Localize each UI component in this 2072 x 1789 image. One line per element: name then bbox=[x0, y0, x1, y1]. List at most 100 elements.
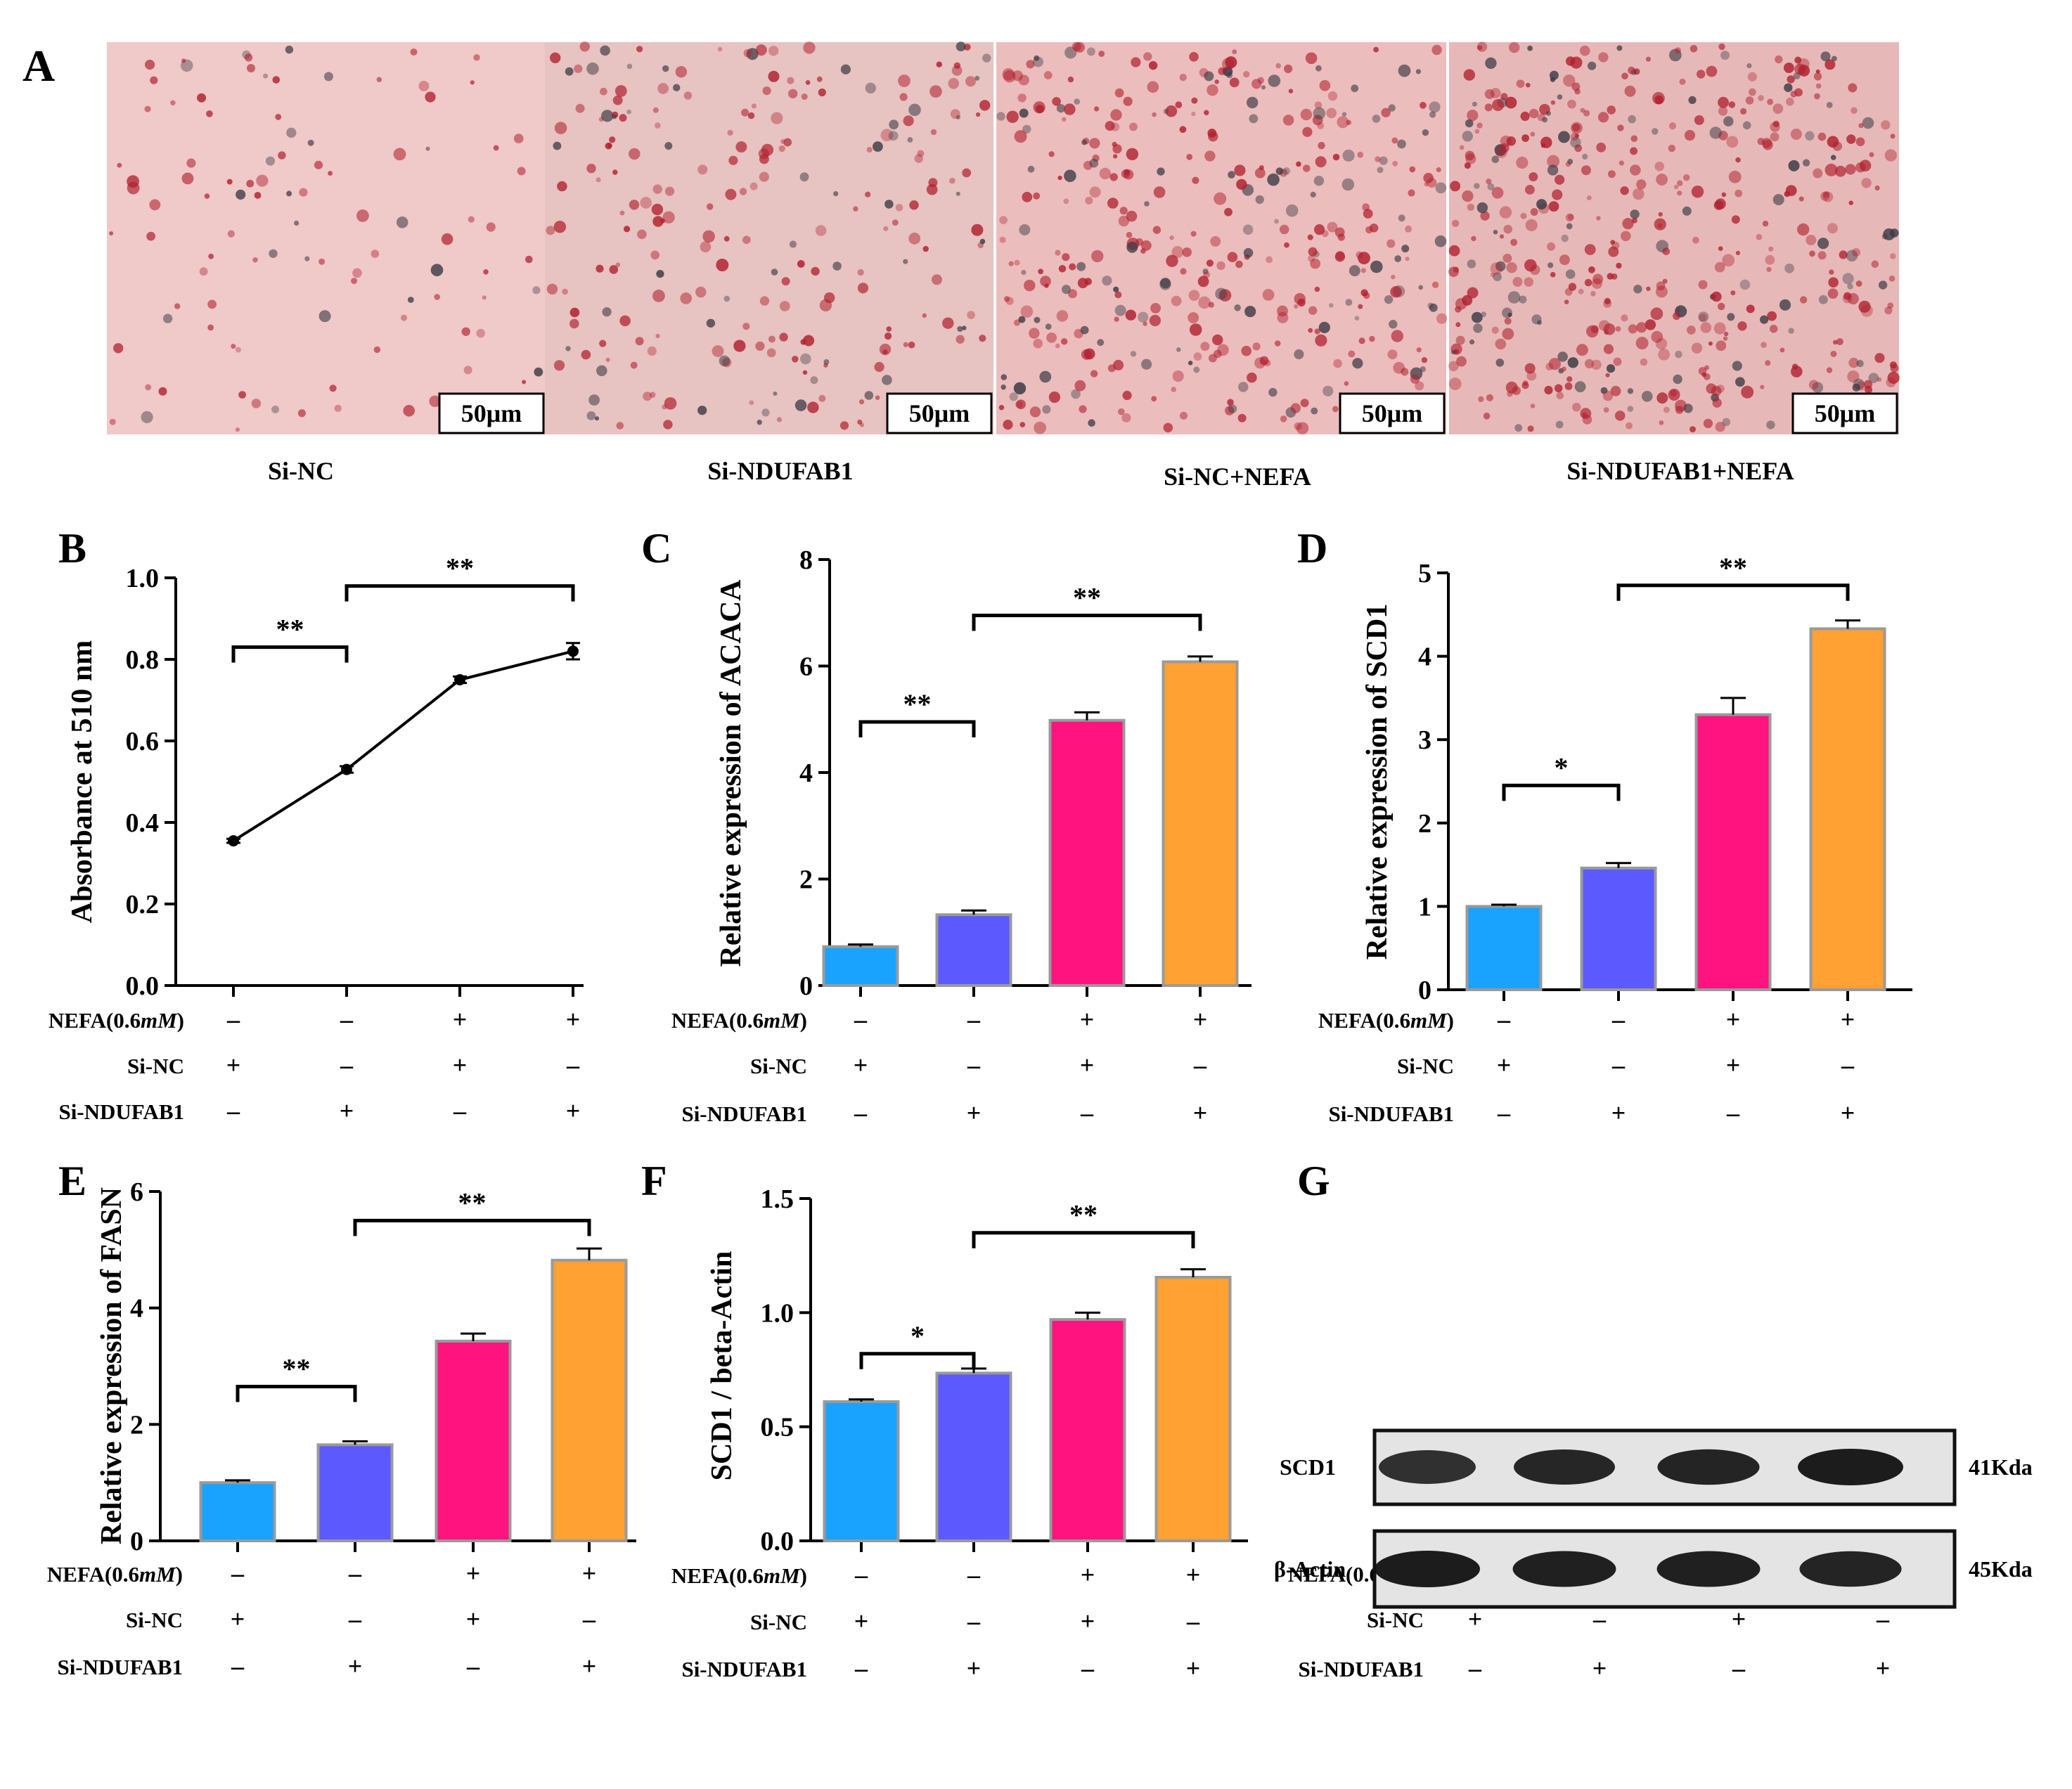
stain-droplet bbox=[1627, 406, 1634, 412]
treatment-sign: – bbox=[1876, 1605, 1890, 1633]
treatment-label: Si-NC bbox=[126, 1608, 183, 1632]
treatment-sign: + bbox=[582, 1652, 597, 1680]
stain-droplet bbox=[1492, 99, 1505, 111]
stain-droplet bbox=[1193, 352, 1202, 361]
stain-droplet bbox=[1077, 278, 1088, 288]
stain-droplet bbox=[1203, 271, 1210, 278]
stain-droplet bbox=[1109, 173, 1118, 181]
stain-droplet bbox=[979, 100, 991, 111]
stain-droplet bbox=[1056, 104, 1065, 113]
stain-droplet bbox=[832, 261, 842, 271]
stain-droplet bbox=[1682, 174, 1690, 181]
stain-droplet bbox=[1261, 85, 1266, 90]
stain-droplet bbox=[461, 327, 470, 336]
y-tick-label-e: 2 bbox=[130, 1410, 143, 1440]
stain-droplet bbox=[1770, 132, 1780, 142]
stain-droplet bbox=[1033, 56, 1043, 67]
stain-droplet bbox=[936, 61, 943, 67]
stain-droplet bbox=[1622, 218, 1634, 230]
stain-droplet bbox=[1616, 262, 1622, 269]
stain-droplet bbox=[1455, 298, 1467, 310]
stain-droplet bbox=[1034, 421, 1046, 434]
stain-droplet bbox=[1072, 41, 1081, 51]
stain-droplet bbox=[1163, 422, 1173, 433]
stain-droplet bbox=[1537, 320, 1542, 325]
stain-droplet bbox=[1296, 161, 1301, 167]
stain-droplet bbox=[1584, 359, 1595, 368]
stain-droplet bbox=[612, 114, 617, 120]
stain-droplet bbox=[1617, 124, 1624, 131]
stain-droplet bbox=[1000, 385, 1006, 390]
stain-droplet bbox=[1787, 75, 1795, 84]
stain-droplet bbox=[1423, 172, 1434, 183]
stain-droplet bbox=[1140, 248, 1146, 254]
significance-bracket bbox=[859, 1352, 976, 1369]
stain-droplet bbox=[1607, 273, 1614, 280]
stain-droplet bbox=[999, 216, 1008, 224]
stain-droplet bbox=[746, 48, 759, 60]
stain-droplet bbox=[429, 395, 441, 407]
stain-droplet bbox=[1089, 158, 1099, 168]
stain-droplet bbox=[1574, 144, 1583, 153]
stain-droplet bbox=[1559, 254, 1570, 266]
stain-droplet bbox=[550, 52, 561, 64]
stain-droplet bbox=[554, 122, 567, 134]
stain-droplet bbox=[1334, 252, 1346, 262]
stain-droplet bbox=[1401, 245, 1410, 253]
stain-droplet bbox=[1502, 253, 1512, 263]
stain-droplet bbox=[1236, 179, 1247, 190]
stain-droplet bbox=[1188, 361, 1193, 366]
stain-droplet bbox=[1561, 234, 1569, 243]
stain-droplet bbox=[1019, 422, 1026, 427]
treatment-label: Si-NC bbox=[1397, 1054, 1454, 1078]
stain-droplet bbox=[1688, 96, 1697, 104]
stain-droplet bbox=[1862, 117, 1874, 129]
stain-droplet bbox=[1085, 196, 1093, 205]
stain-droplet bbox=[616, 422, 624, 430]
stain-droplet bbox=[285, 45, 294, 54]
stain-droplet bbox=[1656, 174, 1668, 186]
stain-droplet bbox=[1856, 359, 1864, 368]
stain-droplet bbox=[1636, 179, 1647, 190]
blot-band bbox=[1375, 1551, 1480, 1587]
stain-droplet bbox=[425, 146, 430, 151]
stain-droplet bbox=[1815, 69, 1820, 74]
stain-droplet bbox=[1716, 340, 1727, 351]
stain-droplet bbox=[1881, 233, 1888, 240]
stain-droplet bbox=[957, 325, 963, 332]
y-tick-label-e: 0 bbox=[130, 1527, 143, 1556]
treatment-sign: – bbox=[854, 1099, 868, 1127]
stain-droplet bbox=[1565, 213, 1574, 222]
panel-label-c: C bbox=[641, 525, 671, 571]
stain-droplet bbox=[247, 64, 255, 72]
stain-droplet bbox=[1485, 57, 1497, 70]
stain-droplet bbox=[1832, 141, 1843, 151]
stain-droplet bbox=[1288, 89, 1294, 93]
stain-droplet bbox=[1238, 382, 1249, 392]
stain-droplet bbox=[574, 64, 583, 73]
stain-droplet bbox=[664, 397, 677, 410]
stain-droplet bbox=[816, 76, 823, 82]
stain-droplet bbox=[1694, 115, 1704, 125]
treatment-label: Si-NDUFAB1 bbox=[681, 1657, 807, 1681]
stain-droplet bbox=[1673, 374, 1682, 385]
stain-droplet bbox=[1131, 57, 1141, 67]
stain-droplet bbox=[1067, 76, 1074, 83]
stain-droplet bbox=[874, 361, 884, 373]
bar-f-1 bbox=[823, 1400, 900, 1543]
stain-droplet bbox=[1654, 95, 1664, 105]
blot-label-scd1: SCD1 bbox=[1280, 1454, 1336, 1480]
stain-droplet bbox=[1772, 103, 1784, 115]
stain-droplet bbox=[1275, 167, 1284, 175]
stain-droplet bbox=[304, 256, 310, 261]
stain-droplet bbox=[719, 355, 731, 367]
stain-droplet bbox=[955, 41, 966, 51]
stain-droplet bbox=[1188, 290, 1200, 302]
scale-bar-box-4 bbox=[1791, 392, 1898, 434]
significance-bracket bbox=[353, 1218, 591, 1236]
stain-droplet bbox=[1224, 207, 1233, 217]
treatment-table-d: NEFA(0.6mM) – – + + Si-NC + – + – Si-NDUFAB1 – + – + bbox=[1318, 1005, 1855, 1127]
stain-droplet bbox=[396, 217, 408, 228]
stain-droplet bbox=[1842, 273, 1854, 285]
stain-droplet bbox=[1179, 73, 1187, 82]
